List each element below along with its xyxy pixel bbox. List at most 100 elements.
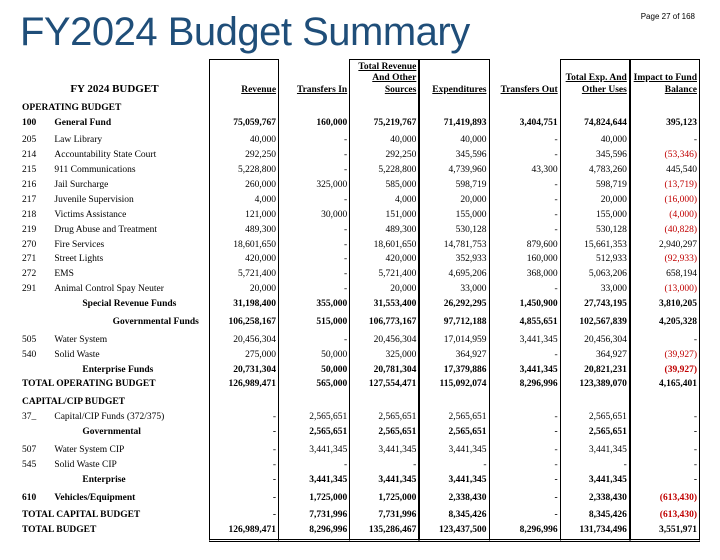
cell: - [490, 134, 560, 149]
cell: - [209, 411, 279, 426]
cell: 1,725,000 [349, 491, 419, 506]
row-code: 219 [20, 223, 52, 238]
row-desc: Fire Services [52, 238, 209, 253]
row-label: TOTAL OPERATING BUDGET [20, 378, 209, 393]
cell: 126,989,471 [209, 524, 279, 542]
cell: 123,389,070 [560, 378, 630, 393]
cell: 97,712,188 [419, 315, 489, 330]
row-desc: Governmental [52, 426, 209, 441]
row-desc: Vehicles/Equipment [52, 491, 209, 506]
row-label: TOTAL BUDGET [20, 524, 209, 542]
row-code [20, 315, 52, 330]
cell: - [630, 426, 700, 441]
row-desc: General Fund [52, 116, 209, 131]
cell: 5,228,800 [209, 164, 279, 179]
cell: 20,456,304 [560, 333, 630, 348]
cell: 3,441,345 [349, 473, 419, 488]
row-code: 271 [20, 253, 52, 268]
cell: 325,000 [349, 348, 419, 363]
row-code [20, 298, 52, 313]
cell: (53,346) [630, 149, 700, 164]
cell: 3,441,345 [560, 443, 630, 458]
row-desc: Solid Waste [52, 348, 209, 363]
cell [349, 101, 419, 116]
row-desc: Enterprise Funds [52, 363, 209, 378]
cell: 4,165,401 [630, 378, 700, 393]
cell: - [279, 164, 349, 179]
cell: 352,933 [419, 253, 489, 268]
cell: - [279, 134, 349, 149]
cell [560, 101, 630, 116]
cell: 3,441,345 [560, 473, 630, 488]
cell: 126,989,471 [209, 378, 279, 393]
cell: - [209, 443, 279, 458]
cell [490, 101, 560, 116]
cell: 3,404,751 [490, 116, 560, 131]
cell: 7,731,996 [279, 509, 349, 524]
cell: - [419, 458, 489, 473]
cell: 2,565,651 [419, 411, 489, 426]
section-capital: CAPITAL/CIP BUDGET [20, 396, 209, 411]
cell: 3,441,345 [490, 333, 560, 348]
cell [630, 396, 700, 411]
cell: - [490, 458, 560, 473]
row-desc: Water System [52, 333, 209, 348]
cell: 123,437,500 [419, 524, 489, 542]
budget-table: FY 2024 BUDGET Revenue Transfers In Tota… [20, 59, 700, 542]
row-code: 291 [20, 283, 52, 298]
cell: 14,781,753 [419, 238, 489, 253]
cell: (13,719) [630, 179, 700, 194]
cell: - [279, 149, 349, 164]
cell: 20,456,304 [349, 333, 419, 348]
cell [560, 396, 630, 411]
row-code: 218 [20, 208, 52, 223]
cell: 598,719 [560, 179, 630, 194]
row-desc: Solid Waste CIP [52, 458, 209, 473]
cell: 20,456,304 [209, 333, 279, 348]
row-desc: Animal Control Spay Neuter [52, 283, 209, 298]
cell: 355,000 [279, 298, 349, 313]
cell: 3,810,205 [630, 298, 700, 313]
cell [209, 101, 279, 116]
cell: 658,194 [630, 268, 700, 283]
cell: - [209, 458, 279, 473]
cell: (39,927) [630, 348, 700, 363]
cell [279, 396, 349, 411]
cell: 2,338,430 [560, 491, 630, 506]
cell: 3,551,971 [630, 524, 700, 542]
cell: 1,725,000 [279, 491, 349, 506]
cell: 598,719 [419, 179, 489, 194]
cell: - [490, 283, 560, 298]
cell: 364,927 [419, 348, 489, 363]
cell: 4,855,651 [490, 315, 560, 330]
cell [279, 101, 349, 116]
col-total-exp: Total Exp. And Other Uses [560, 59, 630, 101]
section-operating: OPERATING BUDGET [20, 101, 209, 116]
row-desc: Accountability State Court [52, 149, 209, 164]
cell: 5,228,800 [349, 164, 419, 179]
cell: 1,450,900 [490, 298, 560, 313]
cell: - [490, 411, 560, 426]
cell: 17,379,886 [419, 363, 489, 378]
cell: 40,000 [419, 134, 489, 149]
row-desc: 911 Communications [52, 164, 209, 179]
cell: (92,933) [630, 253, 700, 268]
cell: - [560, 458, 630, 473]
cell: - [630, 411, 700, 426]
cell: - [209, 491, 279, 506]
cell: 151,000 [349, 208, 419, 223]
cell: 530,128 [419, 223, 489, 238]
cell: 5,721,400 [209, 268, 279, 283]
row-code [20, 363, 52, 378]
cell: 292,250 [209, 149, 279, 164]
cell: 30,000 [279, 208, 349, 223]
cell: - [490, 473, 560, 488]
row-code: 545 [20, 458, 52, 473]
cell: 155,000 [560, 208, 630, 223]
cell: 106,258,167 [209, 315, 279, 330]
cell: - [349, 458, 419, 473]
cell: - [209, 509, 279, 524]
cell: - [490, 509, 560, 524]
cell: 345,596 [560, 149, 630, 164]
cell: 512,933 [560, 253, 630, 268]
